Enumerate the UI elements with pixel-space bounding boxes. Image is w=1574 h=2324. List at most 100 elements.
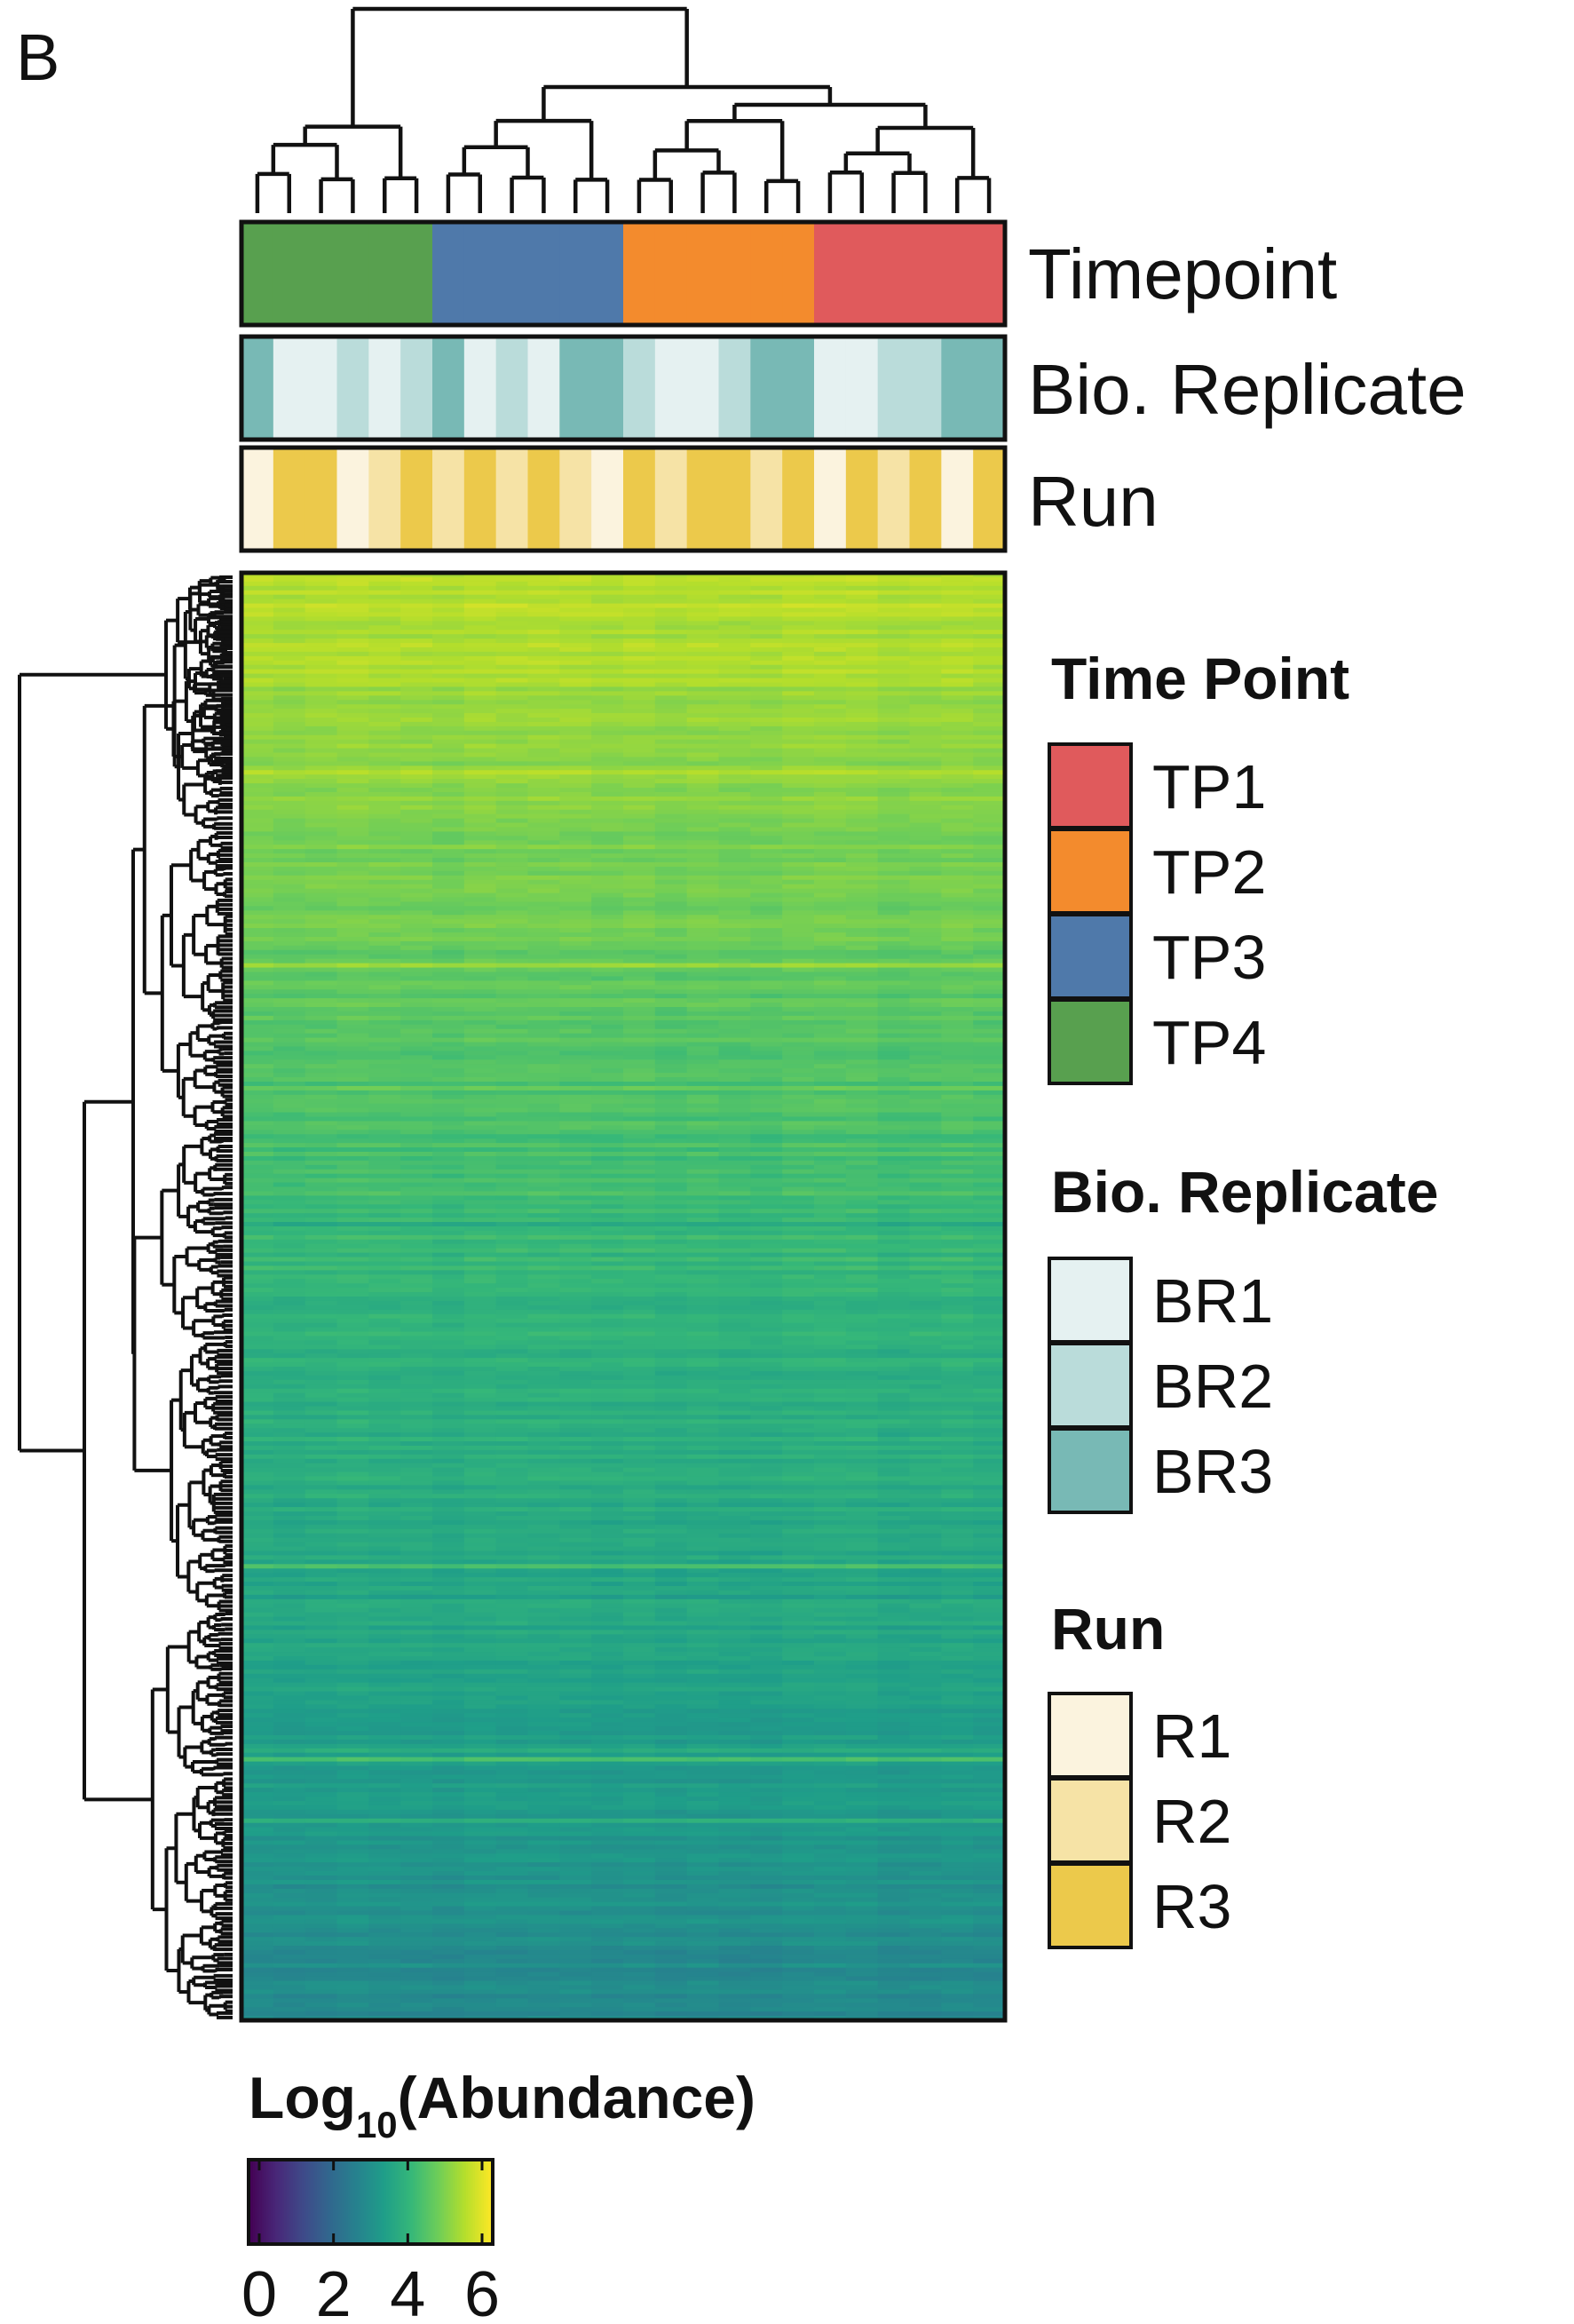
- heatmap-cell: [750, 858, 783, 863]
- heatmap-cell: [718, 718, 751, 723]
- heatmap-cell: [686, 730, 720, 736]
- heatmap-cell: [432, 581, 465, 587]
- heatmap-cell: [495, 875, 529, 881]
- heatmap-cell: [877, 783, 911, 789]
- heatmap-cell: [336, 932, 369, 938]
- heatmap-cell: [845, 1028, 879, 1035]
- heatmap-cell: [559, 1028, 592, 1035]
- heatmap-cell: [686, 704, 720, 710]
- heatmap-cell: [623, 788, 656, 793]
- heatmap-cell: [368, 734, 401, 741]
- heatmap-cell: [909, 713, 942, 718]
- heatmap-cell: [686, 1046, 720, 1051]
- heatmap-cell: [877, 1182, 911, 1188]
- heatmap-cell: [941, 1164, 974, 1170]
- heatmap-cell: [527, 695, 560, 701]
- heatmap-cell: [559, 576, 592, 583]
- heatmap-cell: [559, 1134, 592, 1139]
- heatmap-cell: [877, 1085, 911, 1091]
- heatmap-cell: [336, 945, 369, 951]
- heatmap-cell: [336, 1081, 369, 1087]
- heatmap-cell: [623, 1169, 656, 1175]
- heatmap-cell: [686, 1055, 720, 1060]
- heatmap-cell: [814, 1055, 847, 1060]
- heatmap-cell: [814, 721, 847, 727]
- heatmap-cell: [400, 1178, 433, 1184]
- heatmap-cell: [782, 739, 815, 745]
- heatmap-cell: [814, 963, 847, 969]
- heatmap-cell: [400, 954, 433, 960]
- track-cell: [368, 448, 401, 551]
- heatmap-cell: [336, 901, 369, 907]
- heatmap-cell: [973, 1028, 1006, 1035]
- heatmap-cell: [718, 734, 751, 741]
- heatmap-cell: [941, 870, 974, 876]
- heatmap-cell: [495, 1173, 529, 1179]
- heatmap-cell: [814, 1130, 847, 1135]
- heatmap-cell: [591, 788, 624, 793]
- heatmap-cell: [305, 932, 338, 938]
- heatmap-cell: [782, 853, 815, 859]
- heatmap-cell: [877, 836, 911, 841]
- heatmap-cell: [241, 1160, 274, 1166]
- heatmap-cell: [877, 853, 911, 859]
- heatmap-cell: [400, 1134, 433, 1139]
- heatmap-cell: [336, 651, 369, 657]
- heatmap-cell: [973, 1134, 1006, 1139]
- heatmap-cell: [559, 945, 592, 951]
- heatmap-cell: [273, 949, 306, 956]
- heatmap-cell: [654, 660, 688, 666]
- heatmap-cell: [463, 928, 497, 933]
- heatmap-cell: [686, 664, 720, 670]
- heatmap-cell: [686, 954, 720, 960]
- heatmap-cell: [463, 634, 497, 639]
- heatmap-cell: [654, 998, 688, 1003]
- heatmap-cell: [909, 612, 942, 617]
- heatmap-cell: [845, 879, 879, 885]
- heatmap-cell: [368, 1003, 401, 1008]
- heatmap-cell: [877, 849, 911, 854]
- heatmap-cell: [273, 791, 306, 797]
- heatmap-cell: [432, 813, 465, 820]
- heatmap-cell: [368, 1155, 401, 1162]
- heatmap-cell: [909, 734, 942, 741]
- heatmap-cell: [718, 695, 751, 701]
- heatmap-cell: [845, 660, 879, 666]
- heatmap-cell: [241, 967, 274, 973]
- heatmap-cell: [973, 936, 1006, 942]
- heatmap-cell: [750, 1028, 783, 1035]
- heatmap-cell: [623, 1116, 656, 1122]
- heatmap-cell: [495, 664, 529, 670]
- heatmap-cell: [877, 1015, 911, 1021]
- heatmap-cell: [909, 573, 942, 578]
- heatmap-cell: [400, 770, 433, 775]
- heatmap-cell: [750, 1173, 783, 1179]
- heatmap-cell: [273, 1204, 306, 1210]
- heatmap-cell: [495, 1003, 529, 1008]
- heatmap-cell: [623, 998, 656, 1003]
- heatmap-cell: [368, 919, 401, 924]
- heatmap-cell: [973, 678, 1006, 684]
- heatmap-cell: [814, 958, 847, 964]
- heatmap-cell: [973, 901, 1006, 907]
- heatmap-cell: [909, 1077, 942, 1083]
- track-cell: [782, 222, 815, 325]
- heatmap-cell: [495, 888, 529, 894]
- heatmap-cell: [654, 836, 688, 841]
- heatmap-cell: [273, 695, 306, 701]
- heatmap-cell: [973, 1081, 1006, 1087]
- heatmap-cell: [623, 1164, 656, 1170]
- heatmap-cell: [909, 1186, 942, 1193]
- heatmap-cell: [495, 1125, 529, 1130]
- heatmap-cell: [750, 607, 783, 614]
- heatmap-cell: [432, 858, 465, 863]
- heatmap-cell: [623, 945, 656, 951]
- heatmap-cell: [654, 1209, 688, 1214]
- heatmap-cell: [495, 963, 529, 969]
- heatmap-cell: [495, 770, 529, 775]
- heatmap-cell: [845, 616, 879, 622]
- heatmap-cell: [750, 924, 783, 929]
- heatmap-cell: [527, 630, 560, 635]
- track-cell: [718, 222, 751, 325]
- heatmap-cell: [814, 1003, 847, 1008]
